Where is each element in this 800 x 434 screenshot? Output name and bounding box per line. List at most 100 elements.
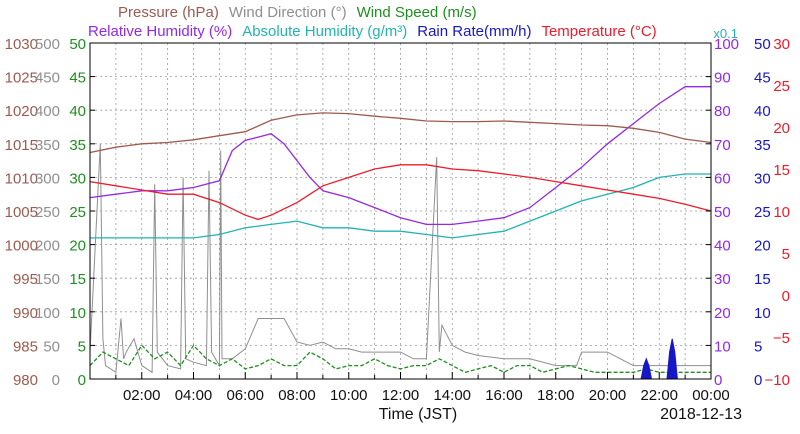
axis-tick-label-wind_speed: 40	[69, 103, 86, 120]
axis-tick-label-wind_direction: 250	[35, 204, 60, 221]
axis-tick-label-relative_humidity: 90	[714, 70, 731, 87]
axis-tick-label-pressure: 1025	[5, 70, 38, 87]
x-axis-label: Time (JST)	[379, 406, 458, 423]
axis-tick-label-relative_humidity: 30	[714, 271, 731, 288]
axis-tick-label-relative_humidity: 80	[714, 103, 731, 120]
axis-tick-label-wind_speed: 25	[69, 204, 86, 221]
axis-tick-label-wind_direction: 50	[43, 338, 60, 355]
series-temperature-c	[89, 164, 712, 221]
axis-tick-label-wind_direction: 500	[35, 36, 60, 53]
axis-tick-label-pressure: 995	[13, 271, 38, 288]
axis-tick-label-wind_direction: 150	[35, 271, 60, 288]
x-tick-label: 22:00	[640, 387, 678, 404]
axis-tick-label-pressure: 980	[13, 372, 38, 389]
axis-tick-label-rain_rate: 45	[754, 70, 771, 87]
x-tick-label: 12:00	[382, 387, 420, 404]
legend-entry: Wind Direction (°)	[229, 4, 347, 21]
axis-tick-label-pressure: 1005	[5, 204, 38, 221]
x-tick-label: 06:00	[226, 387, 264, 404]
axis-tick-label-wind_speed: 50	[69, 36, 86, 53]
axis-tick-label-rain_rate: 30	[754, 170, 771, 187]
axis-tick-label-pressure: 985	[13, 338, 38, 355]
axis-tick-label-wind_direction: 450	[35, 70, 60, 87]
axis-tick-label-temperature: 30	[773, 36, 790, 53]
axis-tick-label-relative_humidity: 20	[714, 305, 731, 322]
x-tick-label: 10:00	[330, 387, 368, 404]
date-label: 2018-12-13	[660, 406, 742, 423]
axis-tick-label-relative_humidity: 40	[714, 238, 731, 255]
axis-tick-label-wind_speed: 5	[78, 338, 86, 355]
axis-tick-label-pressure: 990	[13, 305, 38, 322]
axis-tick-label-wind_direction: 300	[35, 170, 60, 187]
series-pressure-hpa	[89, 112, 712, 154]
left-axes: 1030102510201015101010051000995990985980…	[5, 36, 95, 389]
axis-tick-label-temperature: 20	[773, 120, 790, 137]
axis-tick-label-temperature: 5	[782, 246, 790, 263]
axis-tick-label-temperature: 25	[773, 78, 790, 95]
axis-tick-label-relative_humidity: 70	[714, 137, 731, 154]
legend-entry: Temperature (°C)	[541, 23, 656, 40]
axis-tick-label-pressure: 1015	[5, 137, 38, 154]
axis-tick-label-temperature: −10	[765, 372, 790, 389]
axis-tick-label-wind_direction: 400	[35, 103, 60, 120]
x-tick-label: 14:00	[433, 387, 471, 404]
right-axes: 1009080706050403020100504540353025201510…	[706, 36, 790, 389]
series-wind-speed-m-s	[89, 344, 711, 374]
axis-tick-label-temperature: 0	[782, 288, 790, 305]
axis-tick-label-rain_rate: 40	[754, 103, 771, 120]
legend-entry: Pressure (hPa)	[118, 4, 219, 21]
x-tick-label: 00:00	[692, 387, 730, 404]
axis-tick-label-rain_rate: 15	[754, 271, 771, 288]
axis-tick-label-pressure: 1030	[5, 36, 38, 53]
axis-tick-label-rain_rate: 25	[754, 204, 771, 221]
series-layer	[89, 86, 712, 380]
axis-tick-label-rain_rate: 0	[754, 372, 762, 389]
x-tick-label: 18:00	[537, 387, 575, 404]
axis-tick-label-temperature: 15	[773, 162, 790, 179]
axis-tick-label-relative_humidity: 100	[714, 36, 739, 53]
axis-tick-label-temperature: −5	[773, 330, 790, 347]
series-absolute-humidity-g-m	[90, 173, 711, 239]
legend-entry: Rain Rate(mm/h)	[417, 23, 531, 40]
axis-tick-label-wind_speed: 0	[78, 372, 86, 389]
x-tick-label: 16:00	[485, 387, 523, 404]
axis-tick-label-wind_direction: 0	[52, 372, 60, 389]
legend-entry: Wind Speed (m/s)	[357, 4, 477, 21]
axis-tick-label-temperature: 10	[773, 204, 790, 221]
legend-row-1: Pressure (hPa) Wind Direction (°) Wind Spe…	[118, 4, 477, 21]
legend-entry: Relative Humidity (%)	[88, 23, 232, 40]
x-axis-ticks: 02:00 04:00 06:00 08:00 10:00 12:00 14:00 16:00…	[89, 372, 730, 404]
axis-tick-label-wind_speed: 15	[69, 271, 86, 288]
x-tick-label: 04:00	[175, 387, 213, 404]
axis-tick-label-relative_humidity: 50	[714, 204, 731, 221]
x-tick-label: 08:00	[278, 387, 316, 404]
axis-tick-label-wind_speed: 45	[69, 70, 86, 87]
axis-tick-label-relative_humidity: 60	[714, 170, 731, 187]
axis-tick-label-wind_speed: 10	[69, 305, 86, 322]
axis-tick-label-wind_direction: 100	[35, 305, 60, 322]
axis-tick-label-relative_humidity: 0	[714, 372, 722, 389]
legend-entry: Absolute Humidity (g/m³)	[242, 23, 407, 40]
legend-row-2: Relative Humidity (%) Absolute Humidity (…	[88, 23, 657, 40]
axis-tick-label-rain_rate: 10	[754, 305, 771, 322]
axis-tick-label-rain_rate: 5	[754, 338, 762, 355]
axis-tick-label-wind_speed: 30	[69, 170, 86, 187]
axis-tick-label-pressure: 1010	[5, 170, 38, 187]
axis-tick-label-wind_direction: 350	[35, 137, 60, 154]
series-relative-humidity	[89, 86, 711, 226]
series-wind-direction	[89, 143, 711, 374]
axis-tick-label-rain_rate: 50	[754, 36, 771, 53]
axis-tick-label-rain_rate: 35	[754, 137, 771, 154]
axis-tick-label-relative_humidity: 10	[714, 338, 731, 355]
absolute-humidity-scale-label: x0.1	[713, 26, 738, 41]
axis-tick-label-wind_speed: 20	[69, 238, 86, 255]
plot-grid	[90, 43, 711, 379]
axis-tick-label-pressure: 1000	[5, 238, 38, 255]
axis-tick-label-wind_direction: 200	[35, 238, 60, 255]
axis-tick-label-rain_rate: 20	[754, 238, 771, 255]
axis-tick-label-pressure: 1020	[5, 103, 38, 120]
axis-tick-label-wind_speed: 35	[69, 137, 86, 154]
x-tick-label: 02:00	[123, 387, 161, 404]
x-tick-label: 20:00	[589, 387, 627, 404]
